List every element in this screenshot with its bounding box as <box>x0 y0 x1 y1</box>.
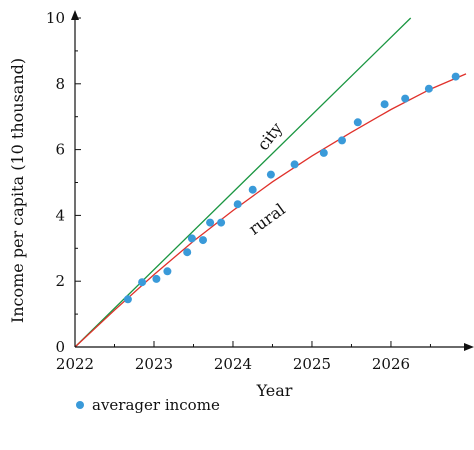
y-axis-title: Income per capita (10 thousand) <box>8 58 27 323</box>
y-tick-label: 2 <box>55 272 65 290</box>
data-point <box>290 160 299 169</box>
x-tick-label: 2025 <box>293 355 331 373</box>
x-axis-title: Year <box>256 381 293 400</box>
data-point <box>206 218 215 227</box>
x-tick-label: 2022 <box>56 355 94 373</box>
curve-label-city: city <box>253 119 286 154</box>
data-point <box>380 100 389 109</box>
data-point <box>199 236 207 245</box>
y-tick-label: 6 <box>55 141 65 159</box>
data-point <box>266 170 275 179</box>
plot-lines <box>74 17 467 348</box>
data-point <box>319 148 328 157</box>
data-point <box>451 72 460 81</box>
data-point <box>353 118 362 127</box>
series-line-1 <box>74 17 412 348</box>
data-point <box>163 267 172 276</box>
x-tick-label: 2026 <box>372 355 410 373</box>
data-point <box>338 136 346 145</box>
y-tick-label: 8 <box>55 75 65 93</box>
data-point <box>183 248 192 257</box>
y-tick-label: 0 <box>55 338 65 356</box>
series-line-2 <box>74 73 467 348</box>
x-tick-label: 2023 <box>135 355 173 373</box>
data-point <box>138 278 147 287</box>
y-tick-label: 10 <box>46 9 65 27</box>
data-point <box>217 218 226 227</box>
legend: averager income <box>76 396 220 414</box>
data-point <box>401 94 410 103</box>
data-point <box>123 295 132 304</box>
axes <box>71 10 474 351</box>
plot-points <box>123 72 460 304</box>
x-axis-arrow <box>464 343 474 351</box>
data-point <box>424 84 433 93</box>
curve-label-rural: rural <box>245 200 289 239</box>
data-point <box>233 200 242 209</box>
data-point <box>152 274 161 283</box>
labels: Year Income per capita (10 thousand) city r… <box>8 58 293 400</box>
y-tick-label: 4 <box>55 206 65 224</box>
data-point <box>187 234 196 243</box>
data-point <box>248 185 257 194</box>
x-tick-label: 2024 <box>214 355 252 373</box>
legend-label: averager income <box>92 396 220 414</box>
legend-marker <box>76 401 84 409</box>
ticks: 2022 2023 2024 2025 2026 0 2 4 6 8 10 <box>46 9 431 373</box>
